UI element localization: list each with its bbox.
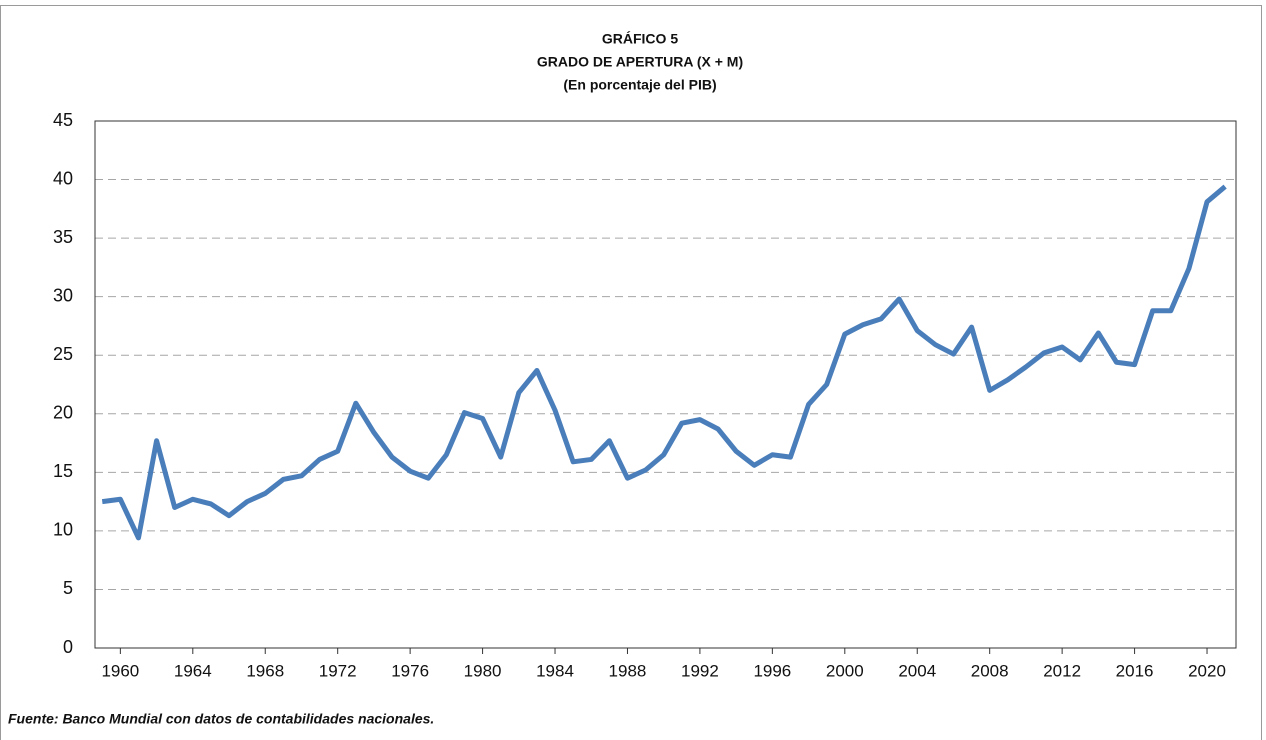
x-tick-label: 2012 [1043, 661, 1081, 680]
chart-subtitle: (En porcentaje del PIB) [563, 77, 716, 93]
x-tick-label: 2020 [1188, 661, 1226, 680]
y-tick-label: 45 [53, 110, 73, 130]
x-tick-label: 1976 [391, 661, 429, 680]
x-tick-label: 1964 [174, 661, 212, 680]
x-tick-label: 2004 [898, 661, 936, 680]
plot-frame [94, 120, 1237, 649]
x-tick-label: 2008 [971, 661, 1009, 680]
x-tick-label: 1980 [464, 661, 502, 680]
x-tick-label: 1960 [101, 661, 139, 680]
y-tick-label: 0 [63, 637, 73, 657]
y-tick-label: 5 [63, 578, 73, 598]
x-tick-label: 2016 [1116, 661, 1154, 680]
y-tick-label: 15 [53, 461, 73, 481]
x-tick-label: 1988 [609, 661, 647, 680]
x-tick-label: 1992 [681, 661, 719, 680]
x-tick-label: 2000 [826, 661, 864, 680]
y-tick-label: 35 [53, 227, 73, 247]
y-tick-label: 40 [53, 168, 73, 188]
x-tick-label: 1968 [246, 661, 284, 680]
y-tick-label: 30 [53, 285, 73, 305]
x-tick-label: 1972 [319, 661, 357, 680]
source-note: Fuente: Banco Mundial con datos de conta… [8, 711, 434, 727]
x-tick-label: 1996 [753, 661, 791, 680]
data-line [101, 184, 1227, 541]
page-frame [0, 5, 1262, 740]
y-tick-label: 20 [53, 403, 73, 423]
chart-title: GRÁFICO 5 [602, 31, 678, 47]
x-tick-label: 1984 [536, 661, 574, 680]
y-tick-label: 25 [53, 344, 73, 364]
chart-subtitle: GRADO DE APERTURA (X + M) [537, 54, 743, 70]
y-tick-label: 10 [53, 520, 73, 540]
